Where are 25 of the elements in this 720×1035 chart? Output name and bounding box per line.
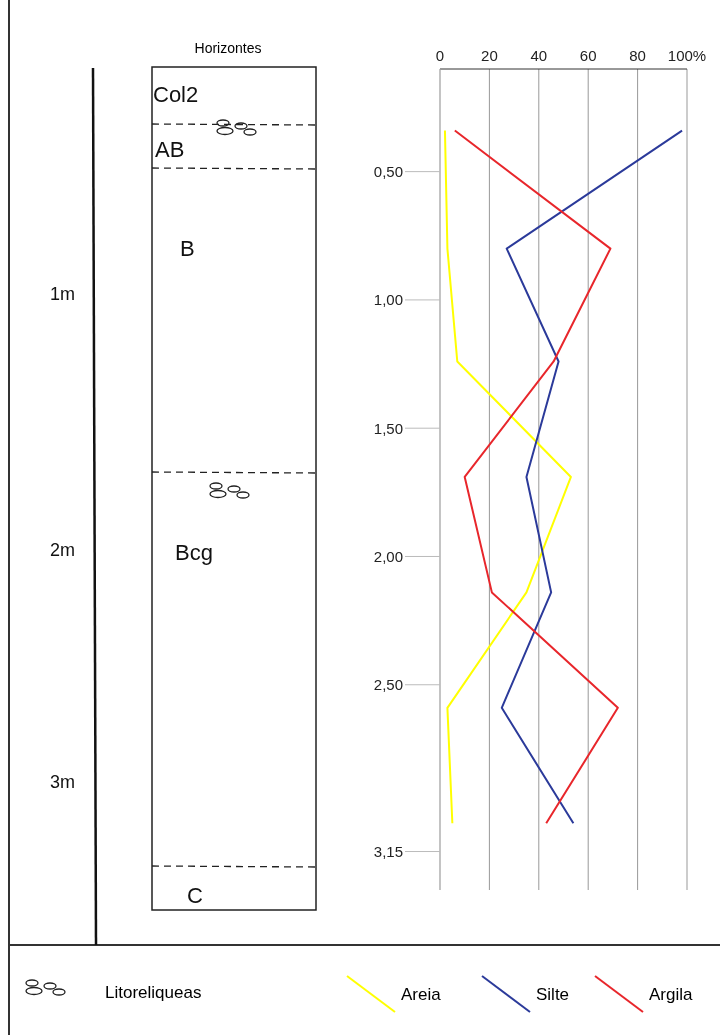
text: C (187, 883, 203, 908)
y-tick-label: 3,15 (373, 842, 403, 860)
x-tick-label: 60 (579, 47, 597, 64)
text: Col2 (153, 82, 199, 107)
y-tick-label: 1,50 (373, 419, 403, 437)
legend-label: Areia (401, 985, 442, 1004)
x-tick-label: 0 (435, 47, 445, 64)
legend-label: Silte (536, 985, 570, 1004)
x-tick-label: 20 (481, 47, 498, 64)
x-tick-label: 80 (629, 47, 646, 64)
y-tick-label: 1,00 (373, 291, 403, 309)
text: B (180, 236, 195, 261)
y-tick-label: 2,00 (373, 547, 403, 565)
y-tick-label: 0,50 (373, 162, 403, 180)
legend-label: Argila (649, 985, 694, 1004)
text: Horizontes (194, 40, 262, 56)
x-tick-label: 100% (667, 47, 707, 64)
text: AB (155, 137, 185, 162)
text: 2m (50, 540, 76, 560)
y-tick-label: 2,50 (373, 676, 403, 694)
x-tick-label: 40 (530, 47, 548, 64)
text: Litoreliqueas (105, 983, 202, 1002)
text: Bcg (175, 540, 213, 565)
text: 3m (50, 772, 76, 792)
text: 1m (50, 284, 76, 304)
